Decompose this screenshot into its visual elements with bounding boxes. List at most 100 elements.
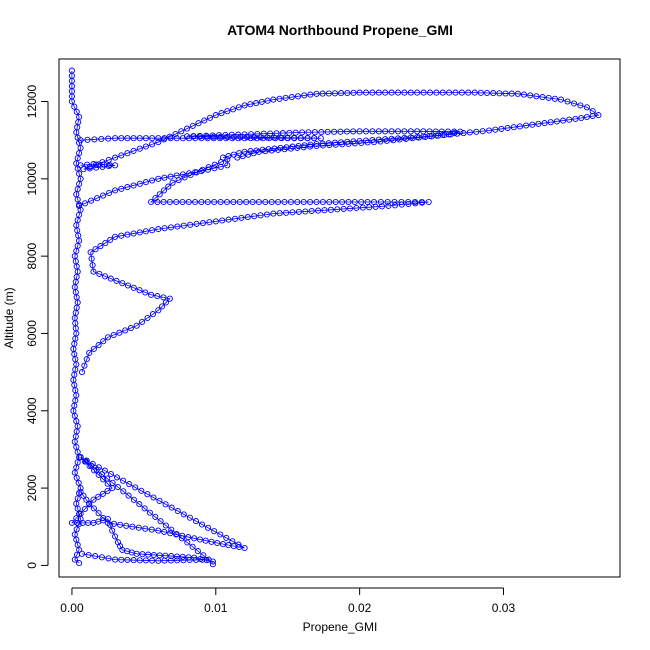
data-point [110,331,117,339]
data-point [356,128,363,135]
data-point [136,135,143,142]
data-point [454,130,461,137]
x-tick-label: 0.01 [204,601,228,615]
data-point [180,511,187,518]
data-point [426,89,434,96]
data-point [155,527,162,534]
data-point [257,134,264,141]
data-point [268,198,275,206]
data-point [175,177,182,184]
data-point [100,514,107,522]
data-point [118,232,125,239]
data-point [167,173,174,180]
data-point [281,146,288,153]
data-point [331,90,339,97]
data-point [388,128,395,135]
data-point [90,505,97,512]
data-point [155,307,162,314]
data-point [118,152,125,159]
data-point [254,130,261,138]
data-point [288,94,295,101]
data-point [149,141,156,148]
data-point [401,89,408,96]
data-point [113,277,120,284]
data-point [287,145,294,152]
data-point [206,219,213,226]
data-point [71,556,78,563]
data-point [340,205,347,212]
data-point [162,522,169,529]
data-point [407,89,414,96]
data-point [369,89,376,96]
data-point [160,198,167,206]
data-point [533,93,540,100]
data-point [268,147,275,154]
data-point [99,163,106,170]
data-point [187,171,194,179]
data-point [473,128,480,135]
data-point [162,501,169,508]
data-point [457,128,464,135]
data-point [402,135,410,142]
data-point [211,165,218,172]
data-point [217,531,224,538]
data-point [337,128,344,135]
data-point [71,103,78,110]
data-point [372,203,379,210]
data-point [196,536,204,543]
y-tick-label: 2000 [25,474,39,501]
data-point [350,128,357,135]
data-point [247,131,255,138]
y-tick-label: 6000 [25,320,39,347]
data-point [192,198,199,206]
data-point [110,520,118,527]
data-point [294,144,301,151]
data-point [100,192,107,199]
data-point [105,163,112,170]
data-point [247,101,254,108]
data-point [112,556,119,563]
data-point [451,129,458,137]
data-point [394,89,402,96]
data-point [173,530,180,538]
data-point [162,299,169,306]
data-point [124,184,131,191]
data-point [332,198,339,206]
series-line [80,92,600,170]
data-point [197,133,204,140]
data-point [223,198,231,206]
data-point [214,539,221,547]
data-point [260,135,267,142]
data-point [161,528,168,535]
data-point [570,100,578,107]
data-point [326,198,333,206]
data-point [148,291,155,298]
data-point [228,131,235,138]
data-point [375,128,382,135]
data-point [142,557,149,564]
data-point [100,338,107,345]
data-point [572,115,579,122]
data-point [304,135,311,142]
data-point [327,206,334,213]
data-point [144,314,151,322]
data-point [145,551,152,558]
data-point [161,557,168,564]
data-point [73,526,80,533]
data-point [390,137,397,144]
data-point [130,147,137,154]
data-point [194,548,201,555]
data-point [317,135,324,142]
data-point [217,163,224,170]
data-point [258,98,265,105]
data-point [119,280,126,287]
data-point [129,523,136,530]
data-point [130,230,137,237]
data-point [152,513,159,520]
data-point [94,195,101,202]
data-point [199,166,206,173]
data-point [375,89,382,96]
data-point [99,490,106,497]
data-point [142,525,149,532]
data-point [142,228,149,235]
